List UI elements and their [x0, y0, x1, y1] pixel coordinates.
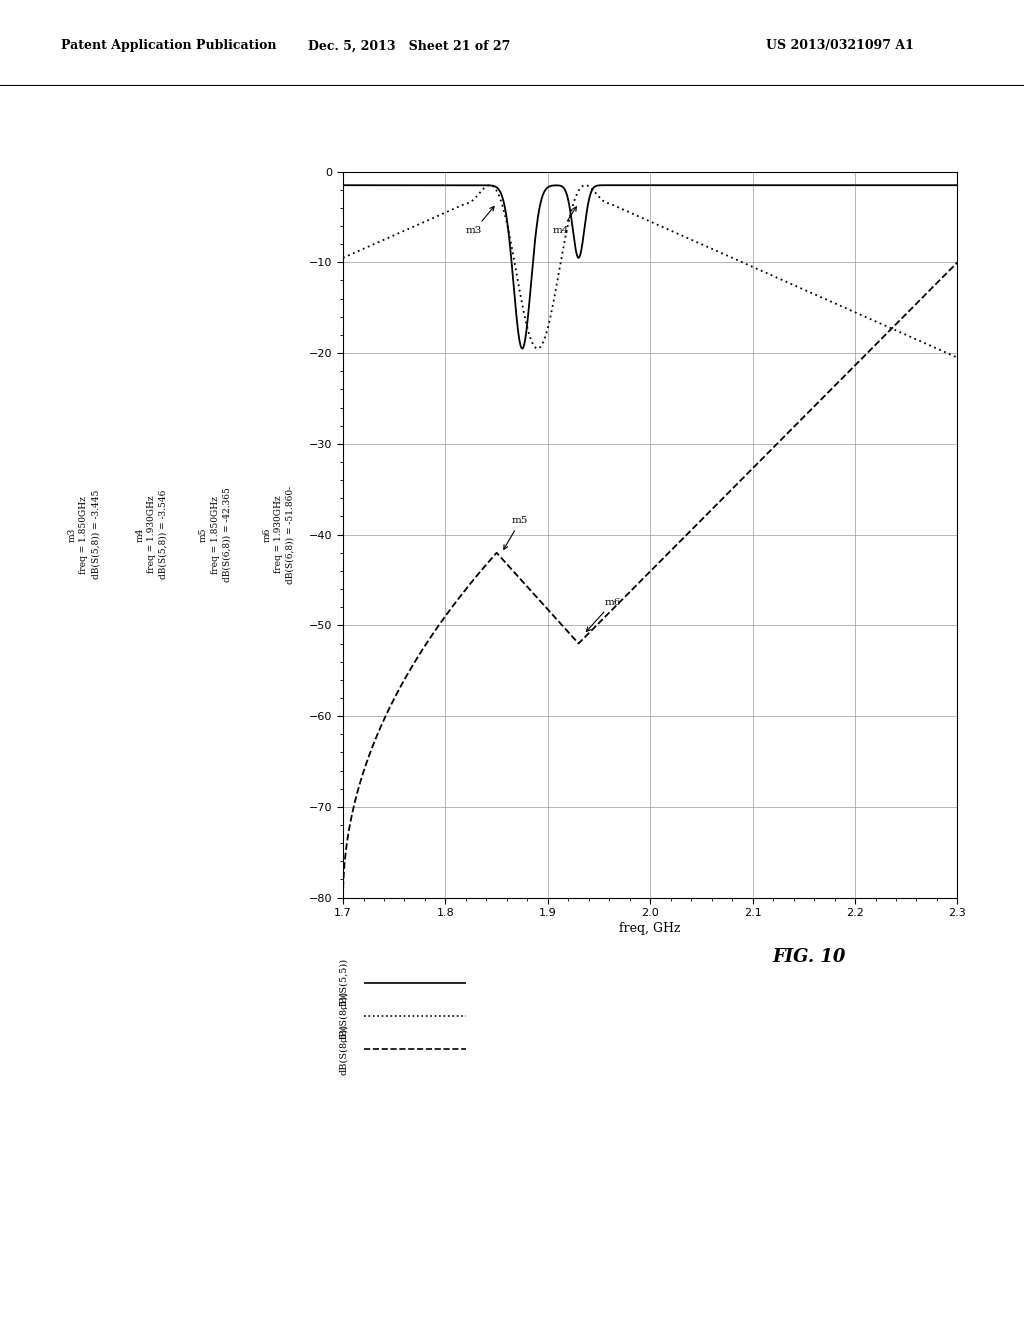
Text: m4
freq = 1.930GHz
dB(S(5,8)) = -3.546: m4 freq = 1.930GHz dB(S(5,8)) = -3.546: [135, 490, 168, 579]
Text: m3
freq = 1.850GHz
dB(S(5,8)) = -3.445: m3 freq = 1.850GHz dB(S(5,8)) = -3.445: [68, 490, 100, 579]
Text: m5
freq = 1.850GHz
dB(S(6,8)) = -42.365: m5 freq = 1.850GHz dB(S(6,8)) = -42.365: [199, 487, 231, 582]
Text: dB(S(8,6)): dB(S(8,6)): [339, 1024, 347, 1074]
Text: m6
freq = 1.930GHz
dB(S(6,8)) = -51.860-: m6 freq = 1.930GHz dB(S(6,8)) = -51.860-: [262, 486, 295, 583]
Text: dB(S(8,5)): dB(S(8,5)): [339, 991, 347, 1041]
Text: m4: m4: [553, 207, 577, 235]
Text: Patent Application Publication: Patent Application Publication: [61, 40, 276, 53]
Text: US 2013/0321097 A1: US 2013/0321097 A1: [766, 40, 913, 53]
Text: m6: m6: [587, 598, 621, 631]
Text: dB(S(5,5)): dB(S(5,5)): [339, 958, 347, 1008]
Text: m5: m5: [504, 516, 528, 549]
X-axis label: freq, GHz: freq, GHz: [620, 923, 681, 935]
Text: m3: m3: [466, 206, 494, 235]
Text: FIG. 10: FIG. 10: [772, 948, 846, 966]
Text: Dec. 5, 2013   Sheet 21 of 27: Dec. 5, 2013 Sheet 21 of 27: [308, 40, 511, 53]
